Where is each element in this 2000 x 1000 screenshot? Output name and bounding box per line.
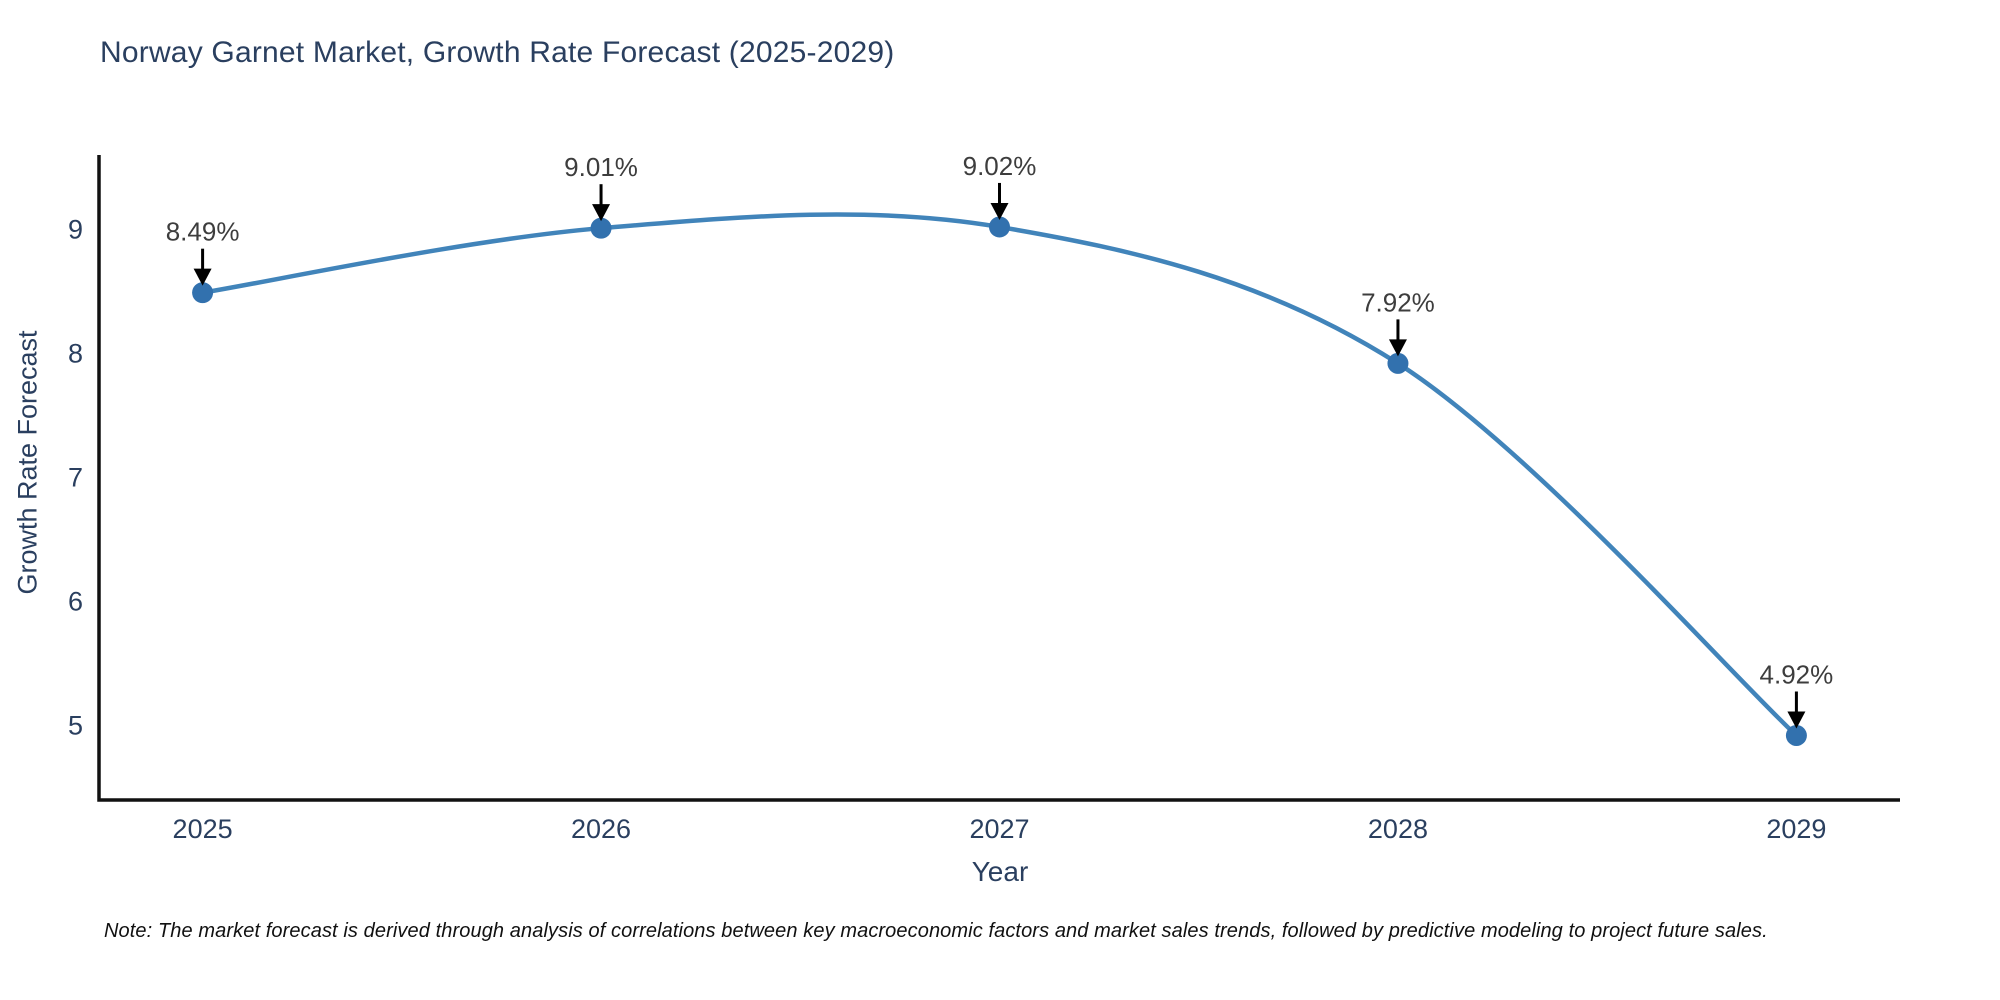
data-point bbox=[590, 217, 612, 239]
y-tick-label: 9 bbox=[68, 214, 83, 244]
data-point bbox=[1387, 352, 1409, 374]
annotation-arrow-head bbox=[592, 204, 611, 222]
y-tick-label: 5 bbox=[68, 711, 83, 741]
x-tick-label: 2027 bbox=[969, 814, 1029, 844]
x-axis-title: Year bbox=[971, 856, 1029, 887]
x-tick-label: 2025 bbox=[173, 814, 233, 844]
annotation-arrow-head bbox=[990, 202, 1009, 220]
y-tick-label: 8 bbox=[68, 338, 83, 368]
y-axis-title: Growth Rate Forecast bbox=[12, 330, 43, 595]
point-value-label: 7.92% bbox=[1361, 287, 1435, 317]
annotation-arrow-head bbox=[1787, 711, 1806, 729]
x-tick-label: 2026 bbox=[571, 814, 631, 844]
x-tick-label: 2028 bbox=[1368, 814, 1428, 844]
annotation-arrow-head bbox=[1388, 339, 1407, 357]
y-tick-label: 7 bbox=[68, 463, 83, 493]
point-value-label: 8.49% bbox=[166, 217, 240, 247]
y-tick-label: 6 bbox=[68, 587, 83, 617]
data-point bbox=[1785, 725, 1807, 746]
chart-title: Norway Garnet Market, Growth Rate Foreca… bbox=[100, 36, 895, 69]
data-point bbox=[989, 216, 1010, 238]
point-value-label: 4.92% bbox=[1760, 660, 1834, 690]
annotation-arrow-head bbox=[193, 268, 212, 286]
forecast-line bbox=[200, 212, 1799, 738]
x-tick-label: 2029 bbox=[1766, 814, 1826, 844]
point-value-label: 9.02% bbox=[963, 151, 1037, 181]
axis-spines bbox=[97, 155, 1900, 802]
footnote: Note: The market forecast is derived thr… bbox=[104, 920, 1768, 942]
point-value-label: 9.01% bbox=[564, 152, 638, 182]
data-point bbox=[192, 282, 214, 304]
